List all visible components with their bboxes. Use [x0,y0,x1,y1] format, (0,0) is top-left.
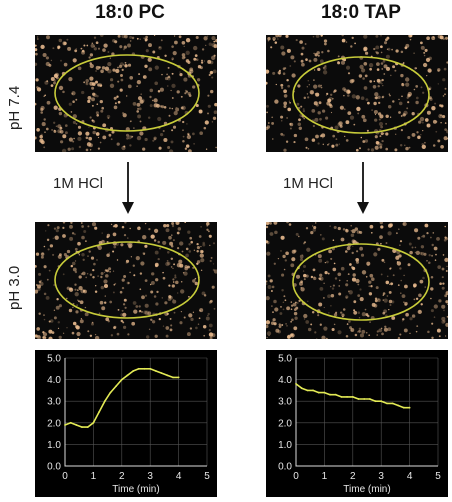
x-tick-label: 5 [204,471,210,482]
data-point [300,387,303,390]
y-tick-label: 3.0 [47,397,61,408]
data-point [391,402,394,405]
column-title-pc: 18:0 PC [95,2,165,23]
data-point [346,396,348,398]
y-tick-label: 5.0 [47,354,61,365]
x-tick-label: 0 [62,471,68,482]
data-point [160,372,163,374]
data-point [120,378,123,381]
chart-tap: 0.0 1.0 2.0 3.0 4.0 5.0 0 1 2 3 4 5 Time (min) [266,350,448,497]
data-point [374,400,377,403]
data-point [132,370,135,372]
y-tick-label: 1.0 [278,440,292,451]
data-point [92,421,95,424]
data-point [98,411,100,413]
data-point [380,400,383,403]
chart-pc-plot: 0.0 1.0 2.0 3.0 4.0 5.0 0 1 2 3 4 5 Time (min) [47,354,210,496]
x-tick-label: 1 [91,471,97,482]
x-axis-label: Time (min) [112,484,159,495]
y-tick-label: 0.0 [278,462,292,473]
micrograph-pc-ph-7-4 [35,35,217,152]
y-tick-label: 0.0 [47,462,61,473]
data-point [323,391,326,394]
x-tick-label: 2 [350,471,356,482]
data-point [75,424,78,426]
arrow-down-icon [122,162,134,214]
roi-ellipse [54,241,200,319]
x-tick-label: 4 [407,471,413,482]
y-tick-label: 5.0 [278,354,292,365]
y-tick-label: 2.0 [278,418,292,429]
data-point [155,370,157,372]
x-tick-label: 3 [378,471,384,482]
roi-ellipse [292,243,430,321]
roi-ellipse [54,54,200,132]
x-tick-label: 1 [322,471,328,482]
data-point [329,393,331,396]
data-point [386,402,388,405]
data-point [126,374,129,377]
data-point [408,406,411,409]
micrograph-pc-ph-7-4-image [35,35,217,152]
y-tick-label: 2.0 [47,418,61,429]
x-axis-label: Time (min) [343,484,390,495]
micrograph-pc-ph-3-0 [35,222,217,339]
data-point [397,404,400,407]
data-point [317,391,320,394]
data-point [69,421,72,424]
data-point [306,389,309,392]
row-label-ph-3-0: pH 3.0 [6,265,23,310]
data-point [363,398,366,400]
data-point [143,367,146,370]
reagent-label-right: 1M HCl [283,175,334,192]
axis-line [64,358,207,467]
data-point [149,367,152,370]
data-point [137,367,140,370]
y-tick-label: 4.0 [278,375,292,386]
data-point [172,376,174,379]
y-tick-label: 4.0 [47,375,61,386]
micrograph-tap-ph-3-0 [266,222,448,339]
data-point [177,376,180,379]
x-tick-label: 4 [176,471,182,482]
micrograph-tap-ph-7-4 [266,35,448,152]
data-point [368,398,371,400]
axis-line [295,358,438,467]
roi-ellipse [292,56,430,134]
micrograph-pc-ph-3-0-image [35,222,217,339]
data-point [115,385,117,387]
data-point [166,374,169,377]
reagent-label-left: 1M HCl [53,175,104,192]
micrograph-tap-ph-7-4-image [266,35,448,152]
micrograph-tap-ph-3-0-image [266,222,448,339]
chart-pc: 0.0 1.0 2.0 3.0 4.0 5.0 0 1 2 3 4 5 Time (min) [35,350,217,497]
data-point [103,400,106,403]
data-point [340,396,343,398]
column-title-tap: 18:0 TAP [321,2,401,23]
data-point [403,406,405,409]
y-tick-label: 1.0 [47,440,61,451]
data-point [64,424,66,426]
chart-tap-plot: 0.0 1.0 2.0 3.0 4.0 5.0 0 1 2 3 4 5 Time (min) [278,354,441,496]
x-tick-label: 0 [293,471,299,482]
data-point [357,398,360,400]
data-point [295,383,297,385]
data-point [86,426,89,428]
arrow-down-icon [357,162,369,214]
data-point [351,396,354,398]
row-label-ph-7-4: pH 7.4 [6,85,23,130]
x-tick-label: 2 [119,471,125,482]
data-point [81,426,83,428]
data-point [334,393,337,396]
data-point [109,391,112,394]
x-tick-label: 3 [147,471,153,482]
data-point [312,389,314,392]
x-tick-label: 5 [435,471,441,482]
y-tick-label: 3.0 [278,397,292,408]
